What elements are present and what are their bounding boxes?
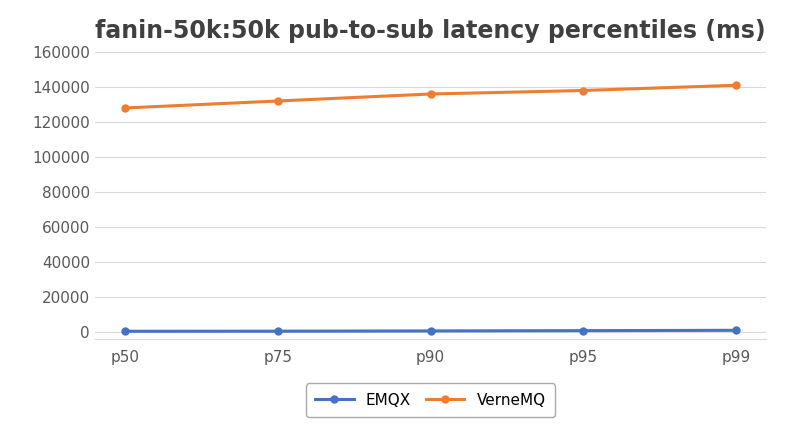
VerneMQ [121,105,130,111]
Line: EMQX: EMQX [122,327,739,335]
Legend: EMQX, VerneMQ: EMQX, VerneMQ [307,384,555,417]
VerneMQ [273,99,283,104]
VerneMQ [731,82,740,88]
VerneMQ [578,88,588,93]
EMQX [273,329,283,334]
Title: fanin-50k:50k pub-to-sub latency percentiles (ms): fanin-50k:50k pub-to-sub latency percent… [96,19,766,43]
EMQX [426,328,435,333]
EMQX [121,329,130,334]
Line: VerneMQ: VerneMQ [122,82,739,112]
VerneMQ [426,92,435,97]
EMQX [731,328,740,333]
EMQX [578,328,588,333]
